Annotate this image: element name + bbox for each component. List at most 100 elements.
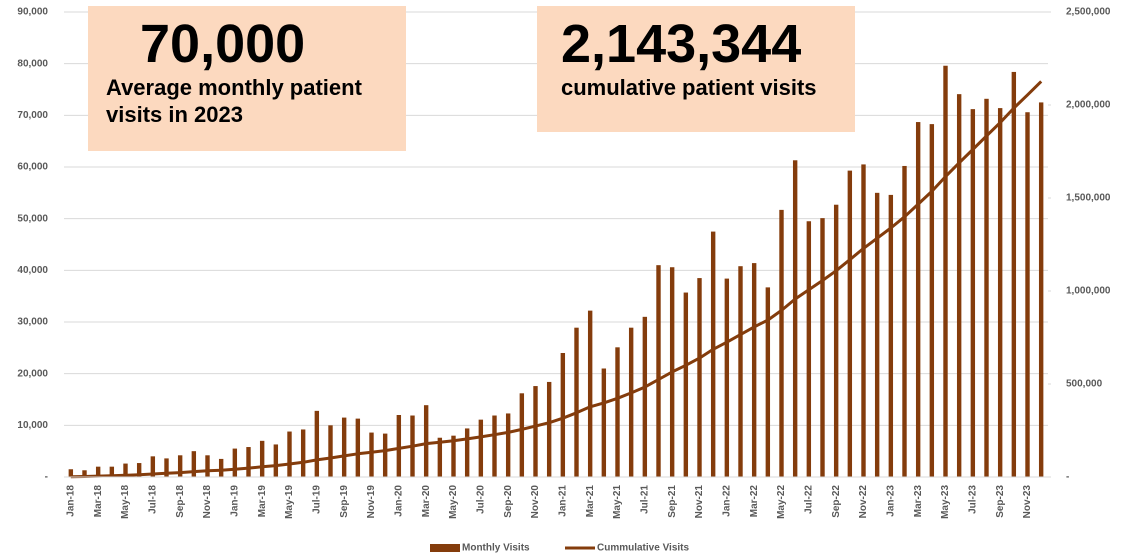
bar [505, 413, 511, 477]
x-tick-label: Nov-20 [530, 485, 541, 519]
bar [68, 469, 74, 477]
bar [205, 455, 210, 477]
bar [95, 466, 101, 477]
x-tick-label: May-18 [120, 485, 131, 519]
bar [177, 455, 183, 477]
bar [451, 435, 456, 477]
bar [683, 292, 689, 477]
bar [82, 470, 87, 477]
x-tick-label: Nov-22 [858, 485, 869, 519]
bar [109, 466, 115, 477]
bar [833, 204, 839, 477]
bar [533, 386, 538, 477]
x-tick-label: May-21 [612, 485, 623, 519]
x-tick-label: Mar-22 [749, 485, 760, 518]
annotation-value: 2,143,344 [561, 14, 802, 74]
bar [314, 410, 320, 477]
line [70, 80, 1043, 479]
bar [246, 447, 251, 477]
bar [997, 108, 1003, 477]
bar [615, 347, 620, 477]
bar [738, 266, 743, 477]
bar [943, 65, 948, 477]
y-tick-label: - [45, 472, 48, 483]
bar [423, 405, 429, 477]
bar [492, 415, 497, 477]
x-tick-label: May-22 [776, 485, 787, 519]
bar [861, 164, 866, 477]
x-tick-label: Mar-23 [913, 485, 924, 518]
annotation-text: cumulative patient visits [561, 75, 817, 100]
bar [888, 194, 894, 477]
x-tick-label: Sep-23 [995, 485, 1006, 518]
bar [287, 431, 292, 477]
bar [574, 327, 579, 477]
x-tick-label: Mar-21 [585, 485, 596, 518]
bar [656, 265, 661, 477]
y-tick-label: 70,000 [17, 110, 48, 121]
legend-swatch [430, 544, 460, 552]
x-tick-label: Jul-23 [967, 485, 978, 514]
bar [123, 463, 128, 477]
bar [232, 448, 238, 477]
bar [902, 165, 907, 477]
x-tick-label: Jan-22 [721, 485, 732, 517]
x-tick-label: Mar-20 [421, 485, 432, 518]
x-tick-label: Sep-19 [339, 485, 350, 518]
y-tick-label: 60,000 [17, 162, 48, 173]
x-tick-label: Jan-20 [393, 485, 404, 517]
annotation-box: 2,143,344 cumulative patient visits [537, 6, 855, 132]
bar [300, 429, 306, 477]
bar [779, 209, 784, 477]
y2-tick-label: - [1066, 472, 1069, 483]
bar [915, 122, 921, 478]
bar [273, 444, 279, 477]
x-tick-label: Jan-23 [885, 485, 896, 517]
bar [382, 433, 388, 477]
annotation-value: 70,000 [140, 14, 306, 74]
bar [164, 458, 169, 477]
bar [806, 221, 812, 477]
bar [136, 463, 142, 477]
y2-tick-label: 1,000,000 [1066, 286, 1111, 297]
x-tick-label: Sep-21 [667, 485, 678, 518]
y2-tick-label: 500,000 [1066, 379, 1103, 390]
bar [218, 458, 224, 477]
bar [328, 425, 333, 477]
bar [929, 124, 935, 477]
bar [1025, 112, 1030, 477]
x-tick-label: Nov-21 [694, 485, 705, 519]
bar [464, 428, 470, 477]
bar [984, 98, 989, 478]
x-tick-label: Sep-20 [503, 485, 514, 518]
bar [396, 415, 402, 477]
bar [355, 418, 361, 477]
y2-tick-label: 1,500,000 [1066, 193, 1111, 204]
bar [628, 327, 634, 477]
x-tick-label: Jul-21 [639, 485, 650, 514]
y2-tick-label: 2,000,000 [1066, 100, 1111, 111]
bar [546, 381, 552, 477]
bar [874, 192, 880, 478]
bar [956, 94, 962, 478]
y-tick-label: 40,000 [17, 265, 48, 276]
y-tick-label: 50,000 [17, 213, 48, 224]
bar [1038, 102, 1044, 478]
bar [478, 419, 484, 477]
x-tick-label: May-19 [284, 485, 295, 519]
y-tick-label: 90,000 [17, 7, 48, 18]
y-tick-label: 20,000 [17, 368, 48, 379]
bar [751, 263, 757, 477]
x-tick-label: Jul-22 [803, 485, 814, 514]
x-tick-label: Jul-19 [311, 485, 322, 514]
bar [601, 368, 607, 477]
bar [259, 440, 265, 477]
x-tick-label: Nov-18 [202, 485, 213, 519]
annotation-text: Average monthly patient visits in 2023 [106, 75, 362, 127]
legend-label: Cummulative Visits [597, 543, 690, 554]
x-tick-label: Mar-19 [257, 485, 268, 518]
x-tick-label: May-20 [448, 485, 459, 519]
x-tick-label: Sep-18 [175, 485, 186, 518]
x-tick-label: Jul-20 [475, 485, 486, 514]
